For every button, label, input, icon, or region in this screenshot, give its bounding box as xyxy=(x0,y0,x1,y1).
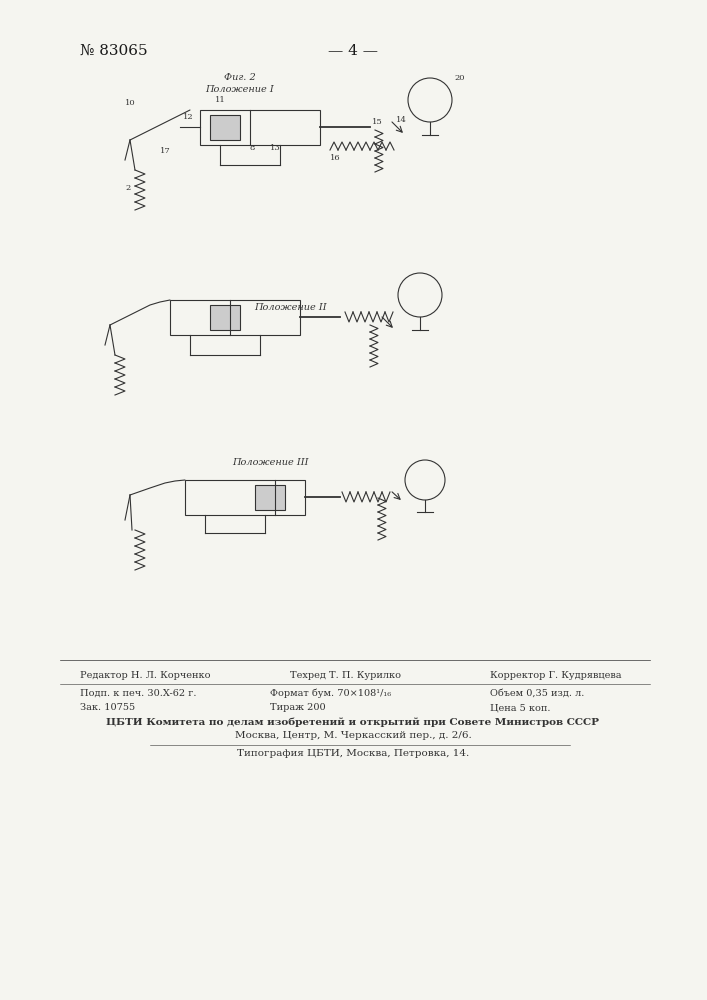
Text: 10: 10 xyxy=(125,99,136,107)
Text: 11: 11 xyxy=(215,96,226,104)
Text: Формат бум. 70×108¹/₁₆: Формат бум. 70×108¹/₁₆ xyxy=(270,688,391,698)
Text: Подп. к печ. 30.X-62 г.: Подп. к печ. 30.X-62 г. xyxy=(80,689,197,698)
Bar xyxy=(200,110,320,145)
Text: — 4 —: — 4 — xyxy=(328,44,378,58)
Text: ЦБТИ Комитета по делам изобретений и открытий при Совете Министров СССР: ЦБТИ Комитета по делам изобретений и отк… xyxy=(107,718,600,727)
Bar xyxy=(210,305,240,330)
Text: Зак. 10755: Зак. 10755 xyxy=(80,703,135,712)
Text: Объем 0,35 изд. л.: Объем 0,35 изд. л. xyxy=(490,689,585,698)
Text: 8: 8 xyxy=(250,144,255,152)
Text: 16: 16 xyxy=(330,154,341,162)
Text: Фиг. 2: Фиг. 2 xyxy=(224,73,256,82)
Text: Цена 5 коп.: Цена 5 коп. xyxy=(490,703,551,712)
Text: 2: 2 xyxy=(125,184,130,192)
Text: Редактор Н. Л. Корченко: Редактор Н. Л. Корченко xyxy=(80,671,211,680)
Bar xyxy=(255,485,285,510)
Bar xyxy=(210,115,240,140)
Text: Тираж 200: Тираж 200 xyxy=(270,703,326,712)
Text: Типография ЦБТИ, Москва, Петровка, 14.: Типография ЦБТИ, Москва, Петровка, 14. xyxy=(237,749,469,758)
Text: № 83065: № 83065 xyxy=(80,44,148,58)
Bar xyxy=(170,300,300,335)
Text: Техред Т. П. Курилко: Техред Т. П. Курилко xyxy=(290,671,401,680)
Text: Положение II: Положение II xyxy=(254,303,327,312)
Text: 15: 15 xyxy=(372,118,382,126)
Text: Москва, Центр, М. Черкасский пер., д. 2/6.: Москва, Центр, М. Черкасский пер., д. 2/… xyxy=(235,731,472,740)
Text: Положение I: Положение I xyxy=(206,85,274,94)
Text: Корректор Г. Кудрявцева: Корректор Г. Кудрявцева xyxy=(490,671,621,680)
Text: 12: 12 xyxy=(183,113,194,121)
Bar xyxy=(185,480,305,515)
Text: 20: 20 xyxy=(454,74,464,82)
Text: 17: 17 xyxy=(160,147,171,155)
Text: Положение III: Положение III xyxy=(232,458,308,467)
Text: 13: 13 xyxy=(270,144,281,152)
Text: 14: 14 xyxy=(396,116,407,124)
